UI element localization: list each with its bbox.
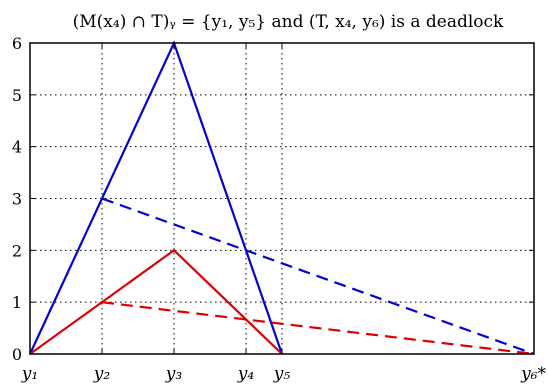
- y-tick-label: 5: [12, 86, 22, 105]
- x-tick-label: y₁: [21, 364, 38, 384]
- x-tick-label: y₅: [273, 364, 291, 384]
- x-axis-ticks: y₁ y₂ y₃ y₄ y₅ y₆*: [21, 43, 546, 384]
- series-line-2: [29, 248, 283, 355]
- y-axis-ticks: 0 1 2 3 4 5 6: [12, 34, 534, 364]
- grid: [30, 43, 534, 354]
- chart-title: (M(x₄) ∩ T)ᵧ = {y₁, y₅} and (T, x₄, y₆) …: [73, 12, 504, 32]
- series-line-1: [101, 197, 535, 356]
- series-line-3: [101, 301, 535, 356]
- x-tick-label: y₃: [165, 364, 183, 384]
- x-tick-label: y₄: [237, 364, 255, 384]
- y-tick-label: 2: [12, 241, 22, 260]
- y-tick-label: 3: [12, 190, 22, 209]
- x-tick-label: y₂: [93, 364, 111, 384]
- x-tick-label: y₆*: [520, 364, 546, 384]
- y-tick-label: 6: [12, 34, 22, 53]
- y-tick-label: 0: [12, 345, 22, 364]
- y-tick-label: 1: [12, 293, 22, 312]
- y-tick-label: 4: [12, 138, 22, 157]
